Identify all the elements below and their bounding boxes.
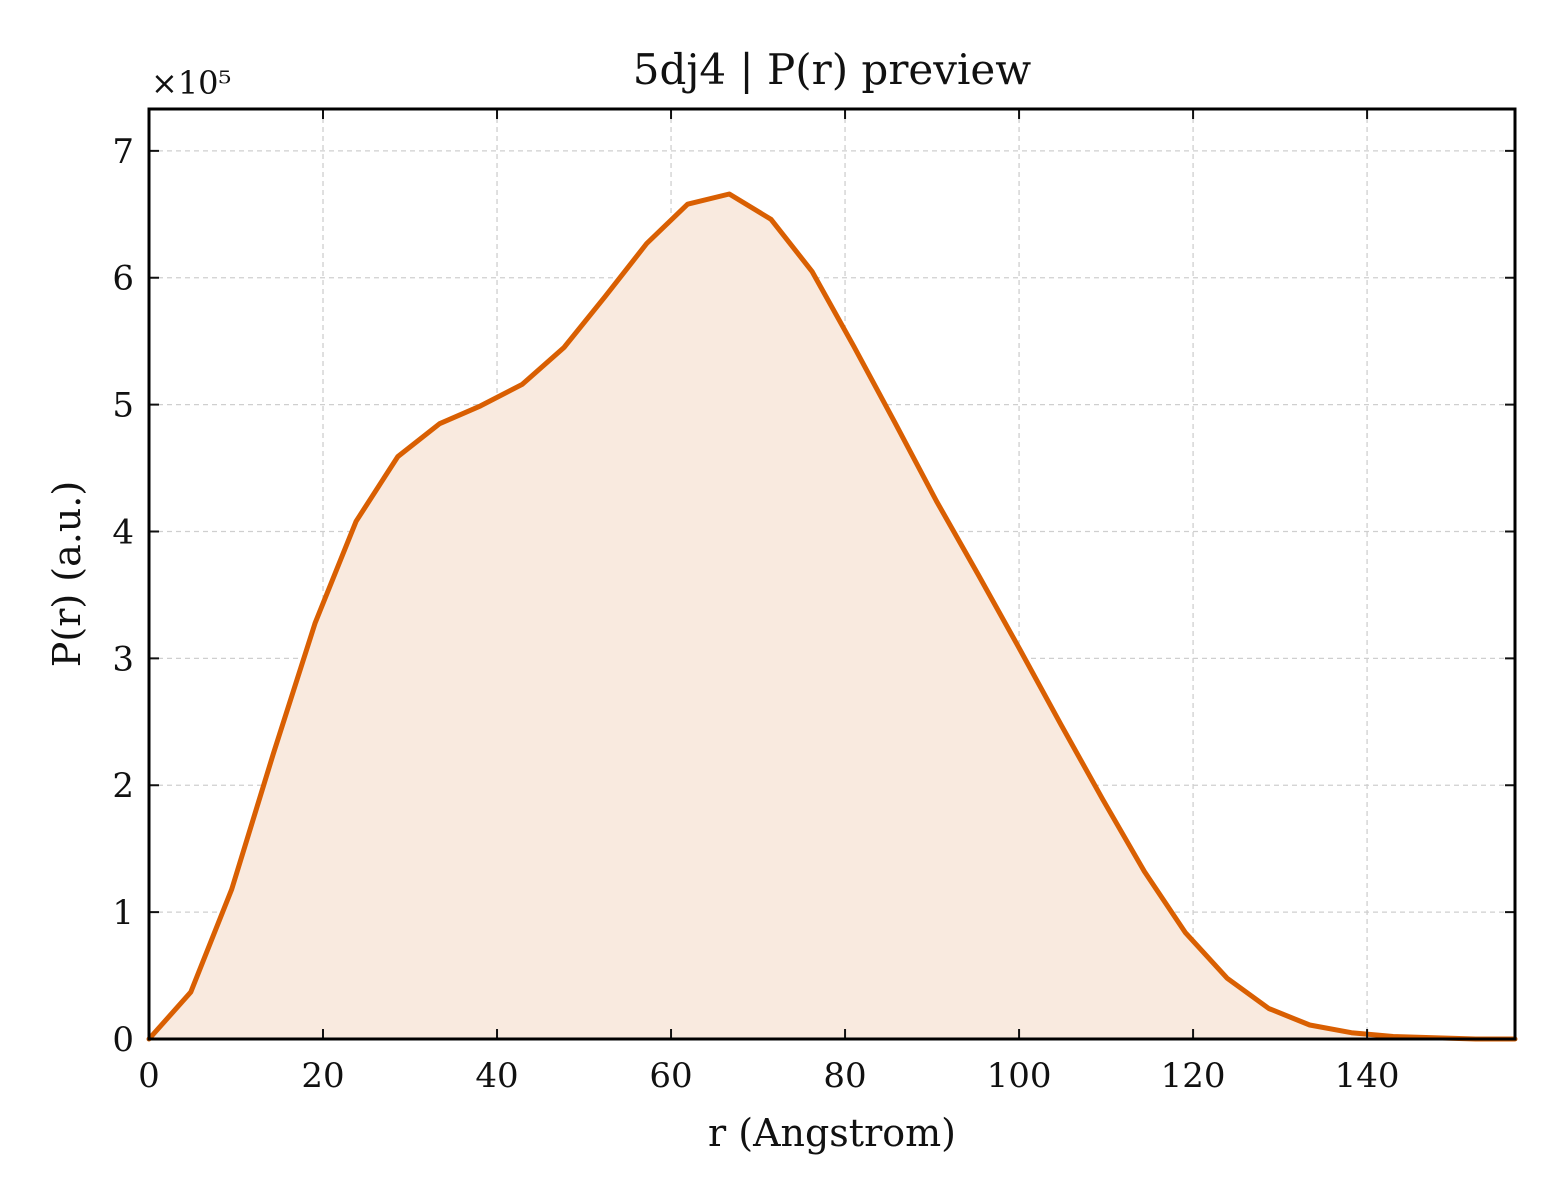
x-tick-label: 100 bbox=[987, 1056, 1052, 1096]
x-tick-label: 60 bbox=[649, 1056, 692, 1096]
y-tick-label: 3 bbox=[112, 639, 134, 679]
x-tick-label: 80 bbox=[823, 1056, 866, 1096]
x-tick-labels: 0 20 40 60 80 100 120 140 bbox=[138, 1056, 1399, 1096]
chart-title: 5dj4 | P(r) preview bbox=[633, 45, 1031, 94]
y-tick-label: 4 bbox=[112, 512, 134, 552]
x-tick-label: 0 bbox=[138, 1056, 160, 1096]
y-tick-label: 6 bbox=[112, 259, 134, 299]
y-tick-label: 1 bbox=[112, 893, 134, 933]
y-tick-label: 2 bbox=[112, 766, 134, 806]
pr-area-fill bbox=[149, 194, 1515, 1039]
y-tick-label: 5 bbox=[112, 386, 134, 426]
y-tick-label: 0 bbox=[112, 1020, 134, 1060]
x-tick-label: 40 bbox=[475, 1056, 518, 1096]
y-axis-title: P(r) (a.u.) bbox=[45, 481, 89, 667]
y-offset-label: ×10⁵ bbox=[151, 64, 231, 102]
x-tick-label: 120 bbox=[1161, 1056, 1226, 1096]
x-axis-title: r (Angstrom) bbox=[708, 1111, 956, 1155]
y-tick-label: 7 bbox=[112, 132, 134, 172]
plot-frame bbox=[147, 107, 1517, 1041]
x-tick-label: 140 bbox=[1335, 1056, 1400, 1096]
y-tick-labels: 0 1 2 3 4 5 6 7 bbox=[112, 132, 134, 1060]
pr-series-line bbox=[146, 191, 1518, 1042]
x-tick-label: 20 bbox=[301, 1056, 344, 1096]
